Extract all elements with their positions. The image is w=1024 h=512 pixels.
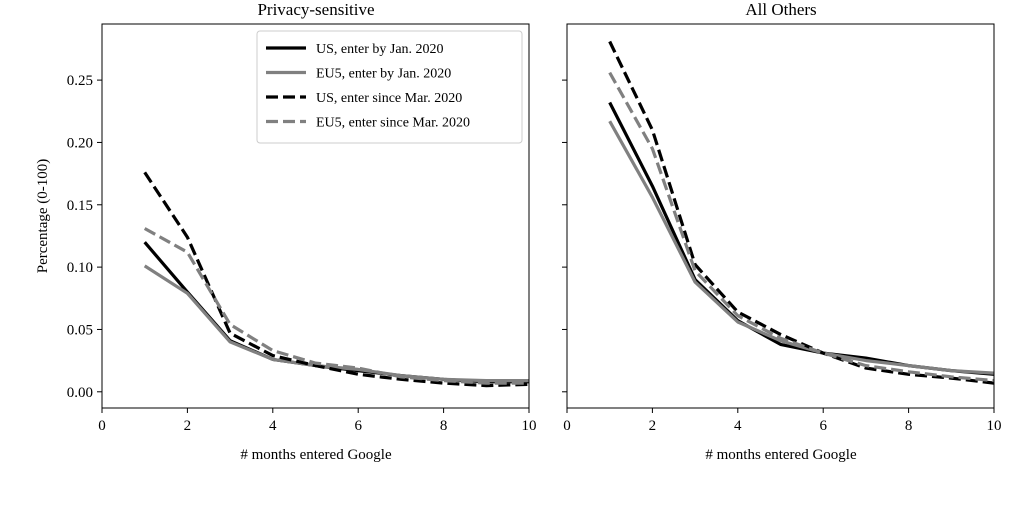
x-axis-label: # months entered Google [705, 447, 857, 463]
x-tick-label: 8 [905, 418, 913, 434]
series-line-2 [608, 40, 995, 385]
series-line-3 [143, 227, 529, 385]
x-tick-label: 0 [563, 418, 571, 434]
x-axis-label: # months entered Google [240, 447, 392, 463]
chart-title: Privacy-sensitive [257, 0, 374, 19]
series-line-2 [143, 171, 530, 388]
series-lines [608, 40, 995, 385]
y-tick-label: 0.10 [67, 260, 93, 276]
y-tick-label: 0.20 [67, 135, 93, 151]
legend-label-2: US, enter since Mar. 2020 [316, 91, 462, 106]
series-lines [143, 171, 530, 388]
panel-all-others: All Others # months entered Google 0 2 4 6 8… [562, 0, 1002, 463]
legend: US, enter by Jan. 2020 EU5, enter by Jan.… [256, 30, 523, 144]
x-tick-label: 10 [987, 418, 1002, 434]
legend-label-3: EU5, enter since Mar. 2020 [316, 116, 470, 131]
y-tick-label: 0.25 [67, 73, 93, 89]
plot-frame [566, 23, 995, 409]
y-tick-label: 0.15 [67, 198, 93, 214]
y-tick-label: 0.00 [67, 385, 93, 401]
x-tick-label: 4 [269, 418, 277, 434]
y-axis-label: Percentage (0-100) [35, 159, 51, 274]
legend-label-1: EU5, enter by Jan. 2020 [316, 67, 451, 82]
series-line-3 [608, 71, 995, 383]
legend-label-0: US, enter by Jan. 2020 [316, 42, 444, 57]
series-line-1 [143, 264, 529, 383]
series-line-0 [608, 101, 995, 376]
legend-frame [256, 30, 523, 144]
x-tick-label: 6 [354, 418, 362, 434]
x-tick-label: 4 [734, 418, 742, 434]
x-tick-label: 2 [184, 418, 192, 434]
panel-privacy-sensitive: Privacy-sensitive Percentage (0-100) # m… [35, 0, 537, 463]
y-tick-label: 0.05 [67, 322, 93, 338]
series-line-1 [608, 120, 995, 375]
x-tick-label: 10 [522, 418, 537, 434]
x-tick-label: 0 [98, 418, 106, 434]
plot-frame [101, 23, 530, 409]
x-tick-label: 2 [649, 418, 657, 434]
x-tick-label: 6 [819, 418, 827, 434]
x-tick-label: 8 [440, 418, 448, 434]
chart-title: All Others [745, 0, 816, 19]
